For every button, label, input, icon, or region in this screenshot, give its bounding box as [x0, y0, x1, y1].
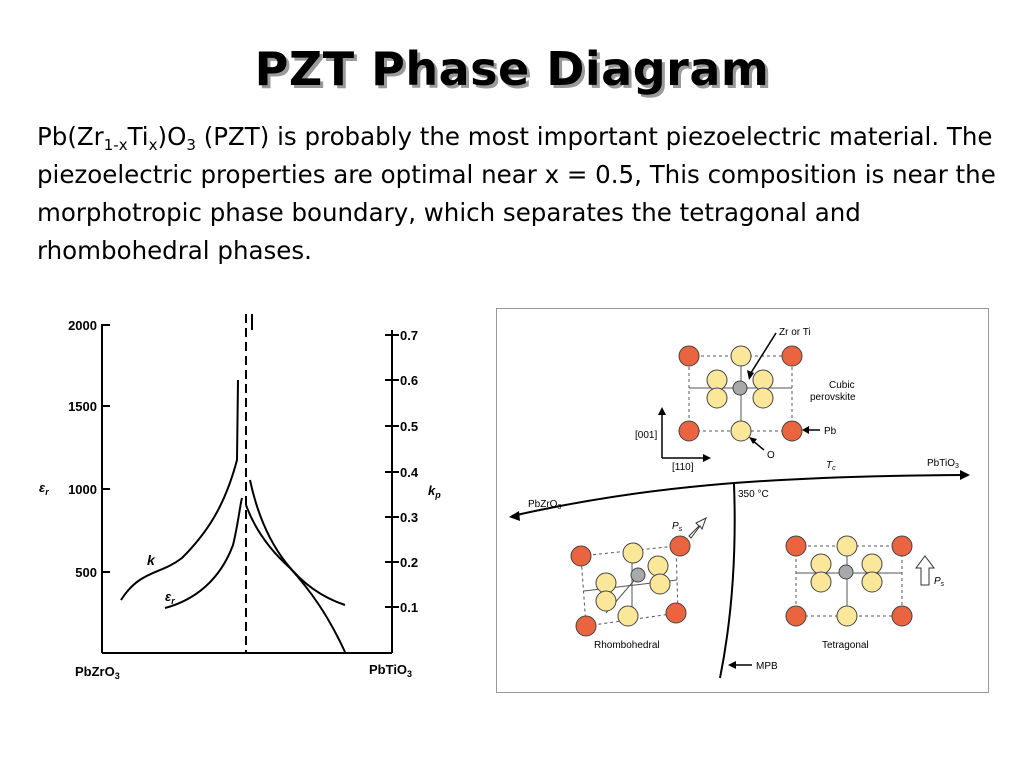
- formula-part: Pb(Zr: [37, 122, 104, 151]
- o-atom: [810, 571, 832, 593]
- pb-atom: [891, 535, 913, 557]
- left-tick-label: 1000: [68, 482, 97, 497]
- o-atom: [706, 387, 728, 409]
- o-atom: [836, 605, 858, 627]
- right-tick-label: 0.7: [400, 328, 418, 343]
- right-tick-label: 0.5: [400, 419, 418, 434]
- o-label: O: [767, 450, 775, 461]
- perovskite-phase-diagram: Zr or Ti Cubic perovskite Pb O [001] [11…: [496, 308, 989, 693]
- o-atom: [706, 369, 728, 391]
- pb-atom: [891, 605, 913, 627]
- k-curve-right: [249, 479, 346, 606]
- left-axis-label: εr: [39, 480, 49, 497]
- pb-atom: [781, 420, 803, 442]
- formula-part: Ti: [127, 122, 149, 151]
- o-atom: [861, 553, 883, 575]
- o-atom: [730, 345, 752, 367]
- rhombohedral-cell: [570, 535, 691, 637]
- formula-subscript: 1-x: [103, 136, 128, 154]
- formula-subscript: 3: [186, 136, 196, 154]
- o-atom: [595, 572, 617, 594]
- zr-ti-label: Zr or Ti: [779, 327, 811, 338]
- x-left-label: PbZrO3: [75, 664, 120, 681]
- pb-atom: [669, 535, 691, 557]
- left-tick-label: 500: [75, 565, 97, 580]
- left-tick-label: 2000: [68, 318, 97, 333]
- dielectric-coupling-chart: 2000 1500 1000 500 0.7 0.6 0.5 0.4 0.3 0…: [39, 314, 441, 681]
- left-tick-label: 1500: [68, 399, 97, 414]
- o-atom: [649, 573, 671, 595]
- o-atom: [730, 420, 752, 442]
- right-axis-label: kp: [428, 483, 441, 500]
- right-tick-label: 0.6: [400, 373, 418, 388]
- dir-001-label: [001]: [635, 430, 657, 441]
- tc-boundary: [511, 474, 967, 517]
- pbtio3-label: PbTiO3: [927, 458, 959, 470]
- pb-atom: [575, 615, 597, 637]
- o-atom: [647, 555, 669, 577]
- ps-rhombo-arrow-icon: [688, 516, 707, 539]
- ps-rhombo-label: Ps: [672, 521, 683, 533]
- o-atom: [595, 590, 617, 612]
- o-atom: [617, 605, 639, 627]
- pbzro3-label: PbZrO3: [528, 499, 561, 511]
- right-tick-label: 0.1: [400, 600, 418, 615]
- mpb-label: MPB: [756, 661, 778, 672]
- rhombohedral-label: Rhombohedral: [594, 640, 660, 651]
- perovskite-label: perovskite: [810, 392, 856, 403]
- k-curve-left: [120, 379, 239, 601]
- o-atom: [836, 535, 858, 557]
- er-curve-right: [245, 504, 346, 653]
- tetragonal-label: Tetragonal: [822, 640, 869, 651]
- pb-atom: [785, 605, 807, 627]
- pb-atom: [665, 602, 687, 624]
- er-curve-label: εr: [165, 589, 175, 606]
- o-atom: [810, 553, 832, 575]
- pb-atom: [570, 545, 592, 567]
- pb-atom: [678, 420, 700, 442]
- x-right-label: PbTiO3: [369, 662, 412, 679]
- paragraph-text: (PZT) is probably the most important pie…: [37, 122, 996, 265]
- b-atom: [838, 564, 854, 580]
- cubic-cell: [678, 345, 803, 442]
- o-atom: [752, 387, 774, 409]
- ps-tetra-arrow-icon: [915, 555, 935, 586]
- pb-atom: [781, 345, 803, 367]
- formula-subscript: x: [148, 136, 158, 154]
- b-atom: [732, 380, 748, 396]
- pb-label: Pb: [824, 426, 837, 437]
- o-atom: [752, 369, 774, 391]
- page-title: PZT Phase Diagram: [254, 42, 770, 96]
- mpb-curve: [719, 483, 736, 679]
- k-curve-label: k: [147, 552, 156, 568]
- right-tick-label: 0.4: [400, 465, 419, 480]
- right-tick-label: 0.2: [400, 555, 418, 570]
- cubic-label: Cubic: [829, 380, 855, 391]
- pb-atom: [785, 535, 807, 557]
- er-curve-left: [164, 497, 243, 609]
- right-tick-label: 0.3: [400, 510, 418, 525]
- o-atom: [622, 542, 644, 564]
- tc-label: Tc: [826, 460, 836, 472]
- ps-tetra-label: Ps: [934, 576, 945, 588]
- intro-paragraph: Pb(Zr1-xTix)O3 (PZT) is probably the mos…: [37, 118, 997, 270]
- formula-part: )O: [157, 122, 187, 151]
- temperature-label: 350 °C: [738, 489, 769, 500]
- tetragonal-cell: [785, 535, 913, 627]
- o-atom: [861, 571, 883, 593]
- b-atom: [630, 567, 646, 583]
- dir-110-label: [110]: [672, 462, 694, 473]
- pb-atom: [678, 345, 700, 367]
